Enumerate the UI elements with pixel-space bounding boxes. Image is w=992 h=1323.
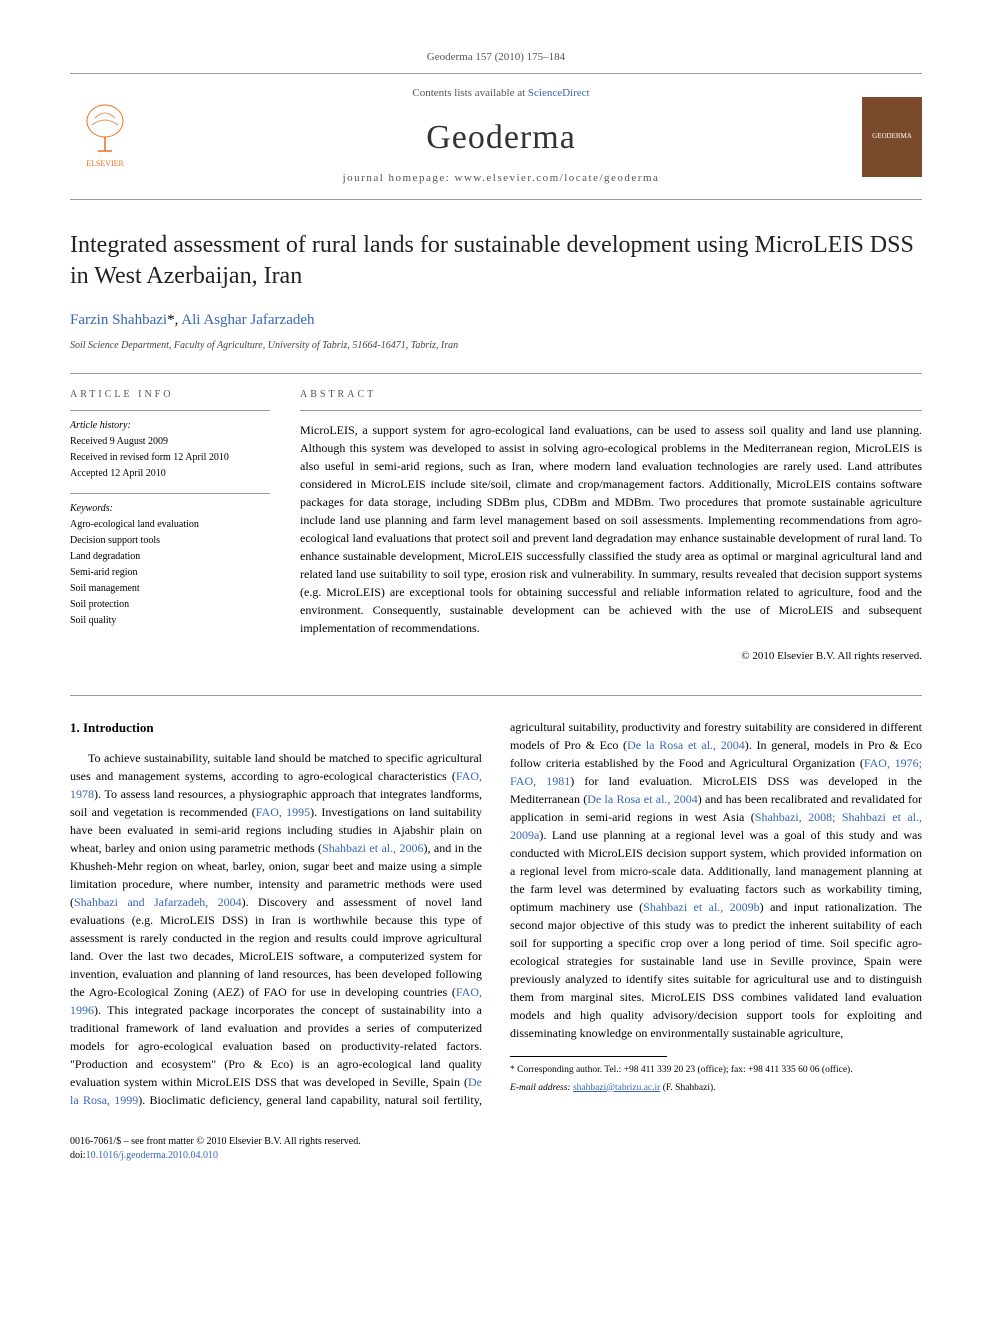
- citation-link[interactable]: Shahbazi et al., 2009b: [643, 900, 760, 914]
- email-link[interactable]: shahbazi@tabrizu.ac.ir: [573, 1083, 660, 1093]
- received-date: Received 9 August 2009: [70, 435, 270, 449]
- elsevier-label: ELSEVIER: [86, 158, 124, 169]
- abstract-heading: ABSTRACT: [300, 388, 922, 402]
- keywords-label: Keywords:: [70, 502, 270, 516]
- body-text: 1. Introduction To achieve sustainabilit…: [70, 695, 922, 1110]
- contents-line: Contents lists available at ScienceDirec…: [140, 86, 862, 101]
- elsevier-logo: ELSEVIER: [70, 97, 140, 177]
- keyword: Soil protection: [70, 598, 270, 612]
- footnote-divider: [510, 1056, 667, 1057]
- citation-link[interactable]: De la Rosa et al., 2004: [587, 792, 697, 806]
- keyword: Soil management: [70, 582, 270, 596]
- abstract-text: MicroLEIS, a support system for agro-eco…: [300, 410, 922, 637]
- homepage-label: journal homepage:: [343, 172, 455, 184]
- citation-link[interactable]: FAO, 1995: [256, 805, 310, 819]
- revised-date: Received in revised form 12 April 2010: [70, 451, 270, 465]
- author-link-2[interactable]: Ali Asghar Jafarzadeh: [181, 312, 314, 328]
- keyword: Semi-arid region: [70, 566, 270, 580]
- keyword: Land degradation: [70, 550, 270, 564]
- section-heading-intro: 1. Introduction: [70, 718, 482, 738]
- author-list: Farzin Shahbazi*, Ali Asghar Jafarzadeh: [70, 310, 922, 331]
- corresponding-author-footnote: * Corresponding author. Tel.: +98 411 33…: [510, 1063, 922, 1077]
- email-suffix: (F. Shahbazi).: [660, 1083, 715, 1093]
- article-info-heading: ARTICLE INFO: [70, 388, 270, 402]
- article-title: Integrated assessment of rural lands for…: [70, 230, 922, 292]
- citation-link[interactable]: Shahbazi and Jafarzadeh, 2004: [74, 895, 242, 909]
- contents-prefix: Contents lists available at: [412, 87, 527, 99]
- email-label: E-mail address:: [510, 1083, 573, 1093]
- elsevier-tree-icon: [80, 103, 130, 158]
- keyword: Agro-ecological land evaluation: [70, 518, 270, 532]
- article-info-sidebar: ARTICLE INFO Article history: Received 9…: [70, 388, 270, 664]
- page-footer: 0016-7061/$ – see front matter © 2010 El…: [70, 1135, 922, 1163]
- body-text-run: To achieve sustainability, suitable land…: [70, 751, 482, 783]
- doi-link[interactable]: 10.1016/j.geoderma.2010.04.010: [86, 1150, 218, 1161]
- email-footnote: E-mail address: shahbazi@tabrizu.ac.ir (…: [510, 1081, 922, 1095]
- cover-label: GEODERMA: [872, 132, 912, 142]
- body-text-run: ). Discovery and assessment of novel lan…: [70, 895, 482, 999]
- corresponding-mark: *: [167, 312, 175, 328]
- keyword: Decision support tools: [70, 534, 270, 548]
- keyword: Soil quality: [70, 614, 270, 628]
- citation-header: Geoderma 157 (2010) 175–184: [70, 50, 922, 65]
- citation-link[interactable]: Shahbazi et al., 2006: [322, 841, 423, 855]
- author-link-1[interactable]: Farzin Shahbazi: [70, 312, 167, 328]
- homepage-line: journal homepage: www.elsevier.com/locat…: [140, 171, 862, 186]
- issn-copyright: 0016-7061/$ – see front matter © 2010 El…: [70, 1135, 361, 1149]
- body-text-run: ) and input rationalization. The second …: [510, 900, 922, 1040]
- sciencedirect-link[interactable]: ScienceDirect: [528, 87, 590, 99]
- homepage-url: www.elsevier.com/locate/geoderma: [455, 172, 660, 184]
- journal-name: Geoderma: [140, 114, 862, 162]
- history-label: Article history:: [70, 419, 270, 433]
- doi-prefix: doi:: [70, 1150, 86, 1161]
- accepted-date: Accepted 12 April 2010: [70, 467, 270, 481]
- divider: [70, 373, 922, 374]
- body-paragraph: To achieve sustainability, suitable land…: [70, 718, 922, 1110]
- abstract-copyright: © 2010 Elsevier B.V. All rights reserved…: [300, 649, 922, 664]
- affiliation: Soil Science Department, Faculty of Agri…: [70, 339, 922, 353]
- journal-cover-thumbnail: GEODERMA: [862, 97, 922, 177]
- citation-link[interactable]: De la Rosa et al., 2004: [627, 738, 745, 752]
- journal-masthead: ELSEVIER Contents lists available at Sci…: [70, 73, 922, 199]
